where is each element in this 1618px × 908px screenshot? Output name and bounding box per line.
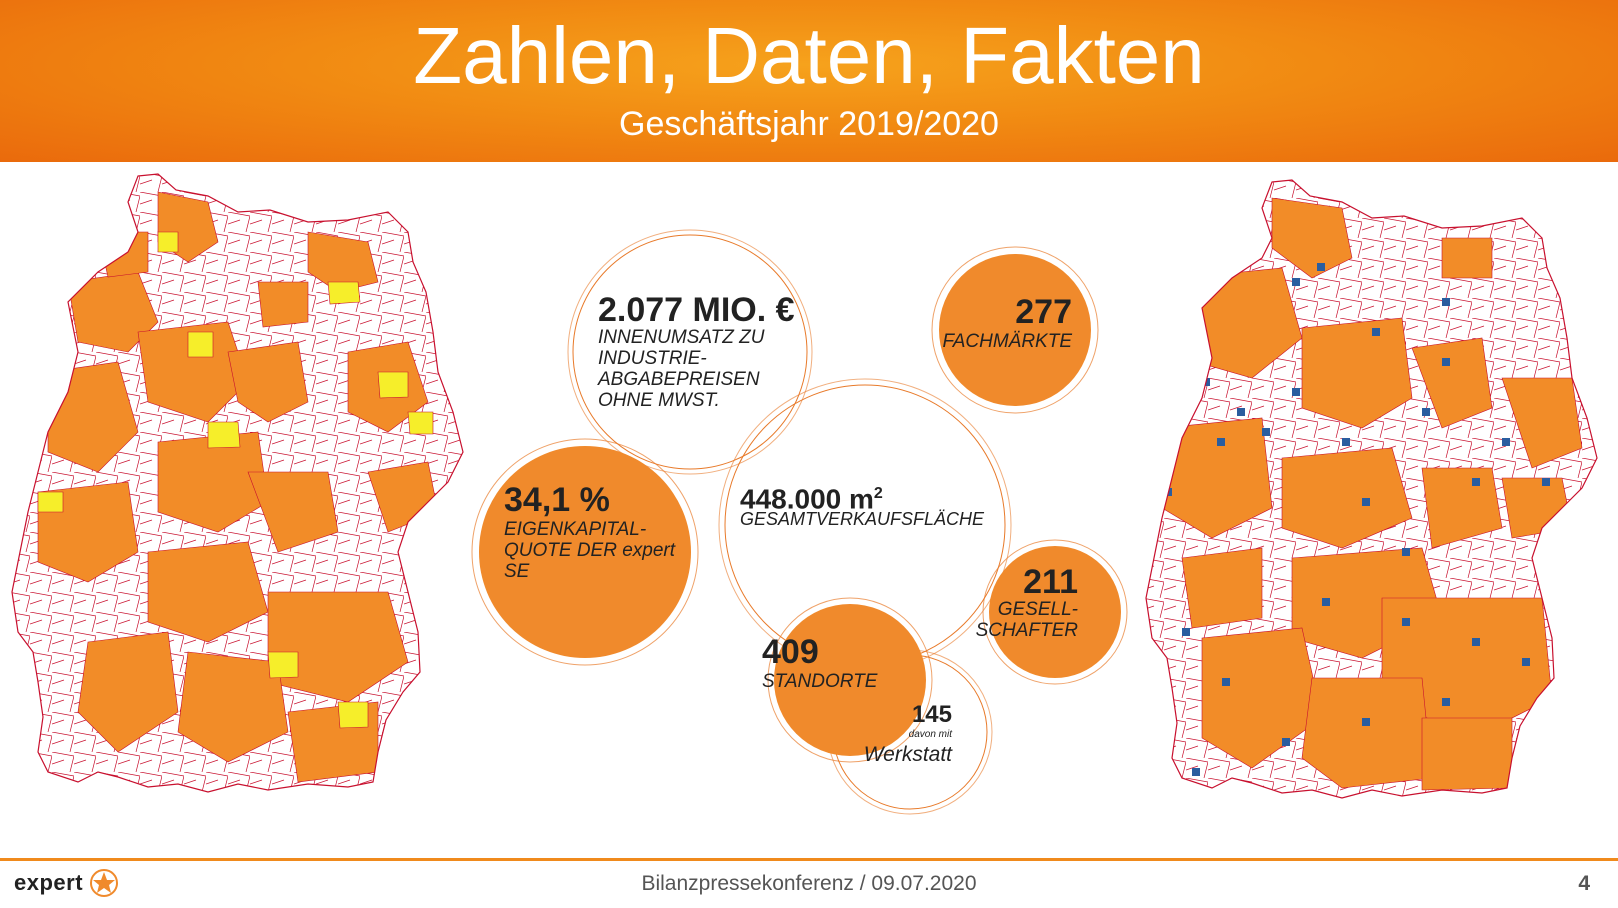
partners-label: GESELL- SCHAFTER	[950, 599, 1078, 641]
revenue-circle	[572, 234, 808, 470]
partners-value: 211	[1023, 563, 1078, 601]
workshops-label: Werkstatt	[863, 743, 952, 766]
revenue-label-line-4: OHNE MWST.	[598, 390, 720, 411]
partners-circle	[989, 546, 1121, 678]
partners-label-line-2: SCHAFTER	[975, 620, 1078, 641]
equity-label-line-1: EIGENKAPITAL-	[504, 519, 647, 540]
area-number: 448.000 m	[740, 483, 874, 515]
stats-infographic: 2.077 MIO. € INNENUMSATZ ZU INDUSTRIE- A…	[470, 225, 1150, 840]
expert-star-icon	[90, 869, 119, 897]
germany-map-left	[11, 173, 464, 793]
area-label: GESAMTVERKAUFSFLÄCHE	[740, 509, 985, 529]
logo-text: expert	[14, 870, 84, 895]
footer-caption: Bilanzpressekonferenz / 09.07.2020	[641, 872, 977, 895]
revenue-value: 2.077 MIO. €	[598, 291, 795, 329]
locations-value: 409	[762, 633, 819, 671]
revenue-label-line-3: ABGABEPREISEN	[598, 369, 760, 390]
stores-label: FACHMÄRKTE	[942, 331, 1072, 352]
equity-circle	[479, 446, 691, 658]
locations-label: STANDORTE	[762, 671, 878, 692]
revenue-label: INNENUMSATZ ZU INDUSTRIE- ABGABEPREISEN …	[598, 327, 798, 411]
workshops-value: 145	[911, 701, 952, 728]
area-superscript: 2	[873, 485, 883, 502]
expert-logo: expert	[14, 868, 119, 898]
equity-label-line-2: QUOTE DER expert SE	[504, 540, 676, 582]
equity-value: 34,1 %	[504, 481, 610, 519]
revenue-label-line-1: INNENUMSATZ ZU	[598, 327, 765, 348]
partners-label-line-1: GESELL-	[997, 599, 1078, 620]
stores-circle	[939, 254, 1091, 406]
equity-label: EIGENKAPITAL- QUOTE DER expert SE	[504, 519, 704, 582]
page-subtitle: Geschäftsjahr 2019/2020	[619, 105, 999, 143]
revenue-label-line-2: INDUSTRIE-	[598, 348, 707, 369]
area-value: 448.000 m2	[740, 475, 883, 518]
germany-map-right	[1145, 179, 1598, 799]
page-number: 4	[1578, 872, 1590, 895]
footer-divider	[0, 858, 1618, 861]
page-title: Zahlen, Daten, Fakten	[413, 11, 1205, 100]
stores-value: 277	[1015, 293, 1072, 331]
header-banner: Zahlen, Daten, Fakten Geschäftsjahr 2019…	[0, 0, 1618, 162]
locations-circle	[774, 604, 926, 756]
workshops-small-label: davon mit	[908, 729, 952, 740]
